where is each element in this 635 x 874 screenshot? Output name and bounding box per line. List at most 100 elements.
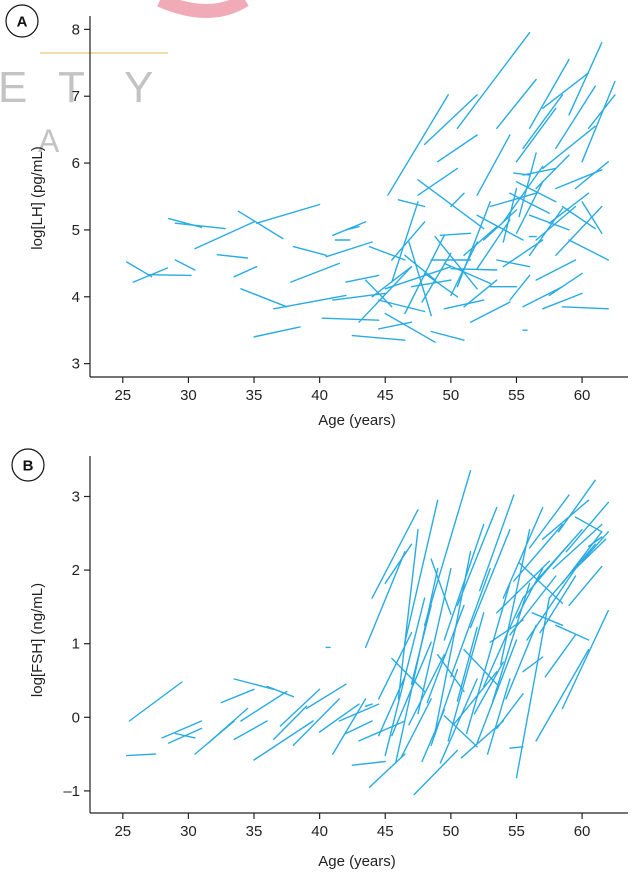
panel-a-trajectory-88 <box>542 72 590 110</box>
panel-a-trajectory-90 <box>548 272 583 297</box>
panel-b-x-tick-label-55: 55 <box>508 823 525 840</box>
panel-b-trajectory-62 <box>476 639 518 744</box>
panel-b-badge: B <box>11 448 45 482</box>
panel-a-trajectory-35 <box>397 199 426 208</box>
panel-a-trajectory-18 <box>332 292 386 301</box>
panel-a-x-axis-title: Age (years) <box>318 412 396 429</box>
panel-a-trajectory-76 <box>518 152 537 218</box>
panel-a-letter: A <box>17 14 28 31</box>
panel-b-trajectory-6 <box>207 707 249 744</box>
panel-b-y-tick-label-2: 2 <box>72 562 80 579</box>
panel-b-trajectory-78 <box>518 562 564 604</box>
panel-a-trajectory-47 <box>434 235 478 290</box>
watermark-letter-e: E <box>0 63 27 112</box>
panel-a-y-tick-label-4: 4 <box>72 289 80 306</box>
panel-a-trajectory-97 <box>568 239 609 261</box>
panel-b-trajectory-75 <box>513 523 564 582</box>
panel-b-trajectory-95 <box>565 501 609 553</box>
panel-a-y-tick-label-7: 7 <box>72 88 80 105</box>
panel-b-trajectory-41 <box>417 567 452 715</box>
panel-b: B 25 30 35 40 45 50 55 60 –1 0 1 2 3 Age (years) log… <box>11 448 628 870</box>
panel-b-trajectory-87 <box>542 499 590 540</box>
panel-a-trajectory-45 <box>430 330 465 341</box>
panel-b-trajectory-21 <box>345 720 373 735</box>
panel-b-trajectory-20 <box>338 703 380 722</box>
panel-b-x-tick-label-45: 45 <box>377 823 394 840</box>
panel-a-badge: A <box>5 4 39 38</box>
panel-b-trajectory-38 <box>408 654 445 726</box>
panel-a-trajectory-53 <box>450 268 498 271</box>
panel-b-trajectory-44 <box>426 604 465 704</box>
panel-b-trajectory-80 <box>522 656 544 673</box>
panel-b-trajectory-94 <box>561 609 609 710</box>
panel-b-trajectory-53 <box>450 567 491 678</box>
panel-b-trajectory-26 <box>368 753 406 788</box>
panel-a-trajectory-42 <box>421 252 452 303</box>
panel-b-y-tick-label-1: 1 <box>72 636 80 653</box>
panel-a-trajectory-40 <box>417 167 459 196</box>
panel-b-y-tick-label-3: 3 <box>72 488 80 505</box>
panel-b-trajectory-85 <box>535 528 583 582</box>
panel-a-trajectory-39 <box>410 279 452 288</box>
panel-a-trajectory-98 <box>574 160 609 190</box>
panel-a-trajectory-101 <box>587 94 616 130</box>
panel-b-trajectory-97 <box>574 538 607 570</box>
panel-a-trajectory-37 <box>404 234 445 315</box>
panel-b-trajectory-49 <box>439 678 478 764</box>
panel-a-trajectory-31 <box>384 266 452 290</box>
panel-a-trajectory-4 <box>174 222 226 230</box>
panel-a-trajectory-7 <box>237 210 284 240</box>
panel-a-trajectory-20 <box>345 274 380 283</box>
panel-b-trajectory-51 <box>443 715 478 748</box>
panel-a-trajectory-0 <box>125 261 153 278</box>
panel-b-trajectory-98 <box>574 516 603 533</box>
panel-b-trajectory-2 <box>161 720 203 739</box>
panel-b-trajectory-73 <box>509 575 557 636</box>
panel-b-trajectory-63 <box>479 494 515 592</box>
panel-b-trajectory-71 <box>502 506 544 599</box>
panel-b-trajectory-43 <box>423 470 472 626</box>
panel-b-x-tick-label-60: 60 <box>574 823 591 840</box>
panel-a-trajectory-51 <box>443 299 485 310</box>
panel-b-trajectory-28 <box>378 632 413 700</box>
panel-a-trajectory-48 <box>437 134 478 163</box>
panel-b-trajectory-90 <box>552 523 603 570</box>
panel-b-trajectory-7 <box>220 688 255 704</box>
panel-b-trajectory-36 <box>400 698 432 759</box>
panel-a-trajectory-11 <box>240 288 288 308</box>
panel-a-x-tick-label-25: 25 <box>114 387 131 404</box>
watermark-arc <box>157 0 249 18</box>
panel-a-trajectory-55 <box>456 201 491 288</box>
panel-b-trajectory-65 <box>486 678 511 755</box>
panel-a-trajectory-93 <box>555 205 603 257</box>
panel-a-trajectory-2 <box>148 274 192 277</box>
panel-a-trajectory-52 <box>450 192 465 208</box>
panel-a-trajectory-6 <box>194 221 255 250</box>
watermark-letter-a: A <box>38 123 60 159</box>
panel-a-trajectory-92 <box>555 85 596 150</box>
panel-b-x-tick-label-25: 25 <box>114 823 131 840</box>
panel-b-trajectory-84 <box>535 648 590 742</box>
panel-a-x-tick-label-30: 30 <box>180 387 197 404</box>
panel-a-series <box>125 32 616 343</box>
panel-b-trajectory-12 <box>266 685 295 698</box>
panel-a-trajectory-14 <box>290 262 340 283</box>
panel-a-trajectory-82 <box>528 58 570 130</box>
panel-a-trajectory-75 <box>515 107 557 163</box>
panel-b-trajectory-0 <box>125 753 157 757</box>
panel-b-trajectory-30 <box>384 597 426 757</box>
panel-a-trajectory-100 <box>581 201 603 235</box>
panel-b-trajectory-58 <box>463 648 498 685</box>
panel-a-trajectory-79 <box>522 94 564 150</box>
panel-a-trajectory-23 <box>351 334 406 341</box>
panel-b-series <box>125 470 609 796</box>
panel-b-trajectory-59 <box>465 582 511 735</box>
panel-b-trajectory-45 <box>430 668 459 746</box>
panel-a-x-tick-label-55: 55 <box>508 387 525 404</box>
panel-b-trajectory-8 <box>233 720 268 741</box>
panel-b-trajectory-70 <box>500 528 531 665</box>
panel-b-trajectory-56 <box>456 626 478 702</box>
panel-a-trajectory-84 <box>535 154 570 190</box>
panel-b-trajectory-82 <box>528 494 570 549</box>
